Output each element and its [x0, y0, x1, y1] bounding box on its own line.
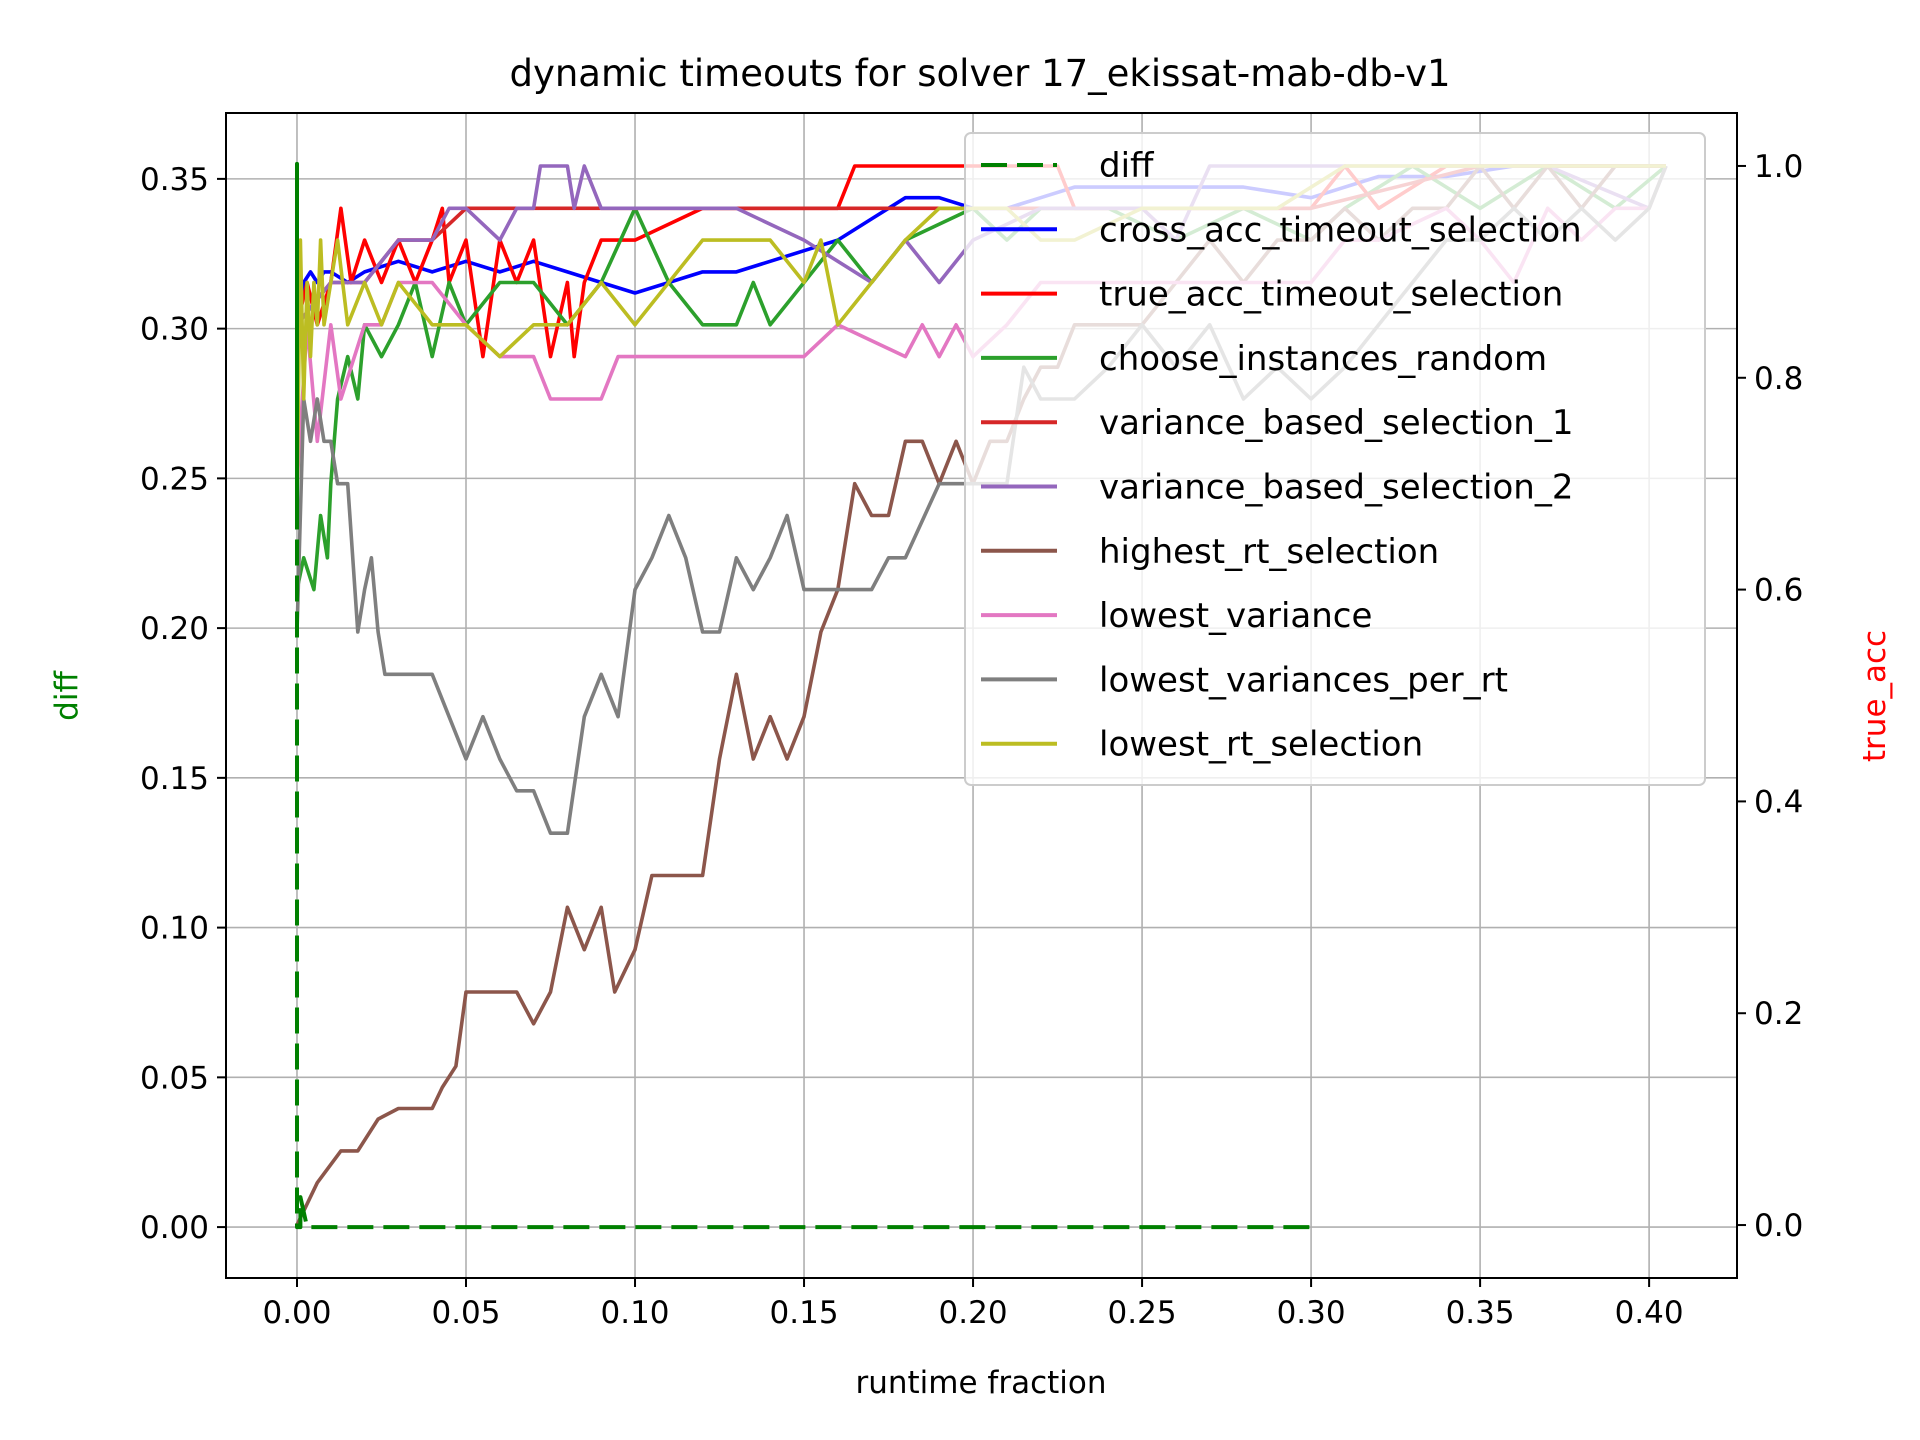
x-tick-label: 0.15 — [770, 1295, 839, 1331]
x-axis-title: runtime fraction — [855, 1365, 1106, 1401]
legend-label: cross_acc_timeout_selection — [1099, 210, 1582, 250]
chart-title: dynamic timeouts for solver 17_ekissat-m… — [509, 52, 1450, 95]
legend-label: variance_based_selection_2 — [1099, 468, 1573, 508]
x-tick-label: 0.40 — [1615, 1295, 1684, 1331]
legend-label: lowest_variances_per_rt — [1099, 660, 1508, 700]
y-right-tick-label: 0.2 — [1754, 996, 1803, 1032]
axes-frame — [225, 112, 1738, 1279]
series-line-diff — [295, 161, 1312, 1230]
y-left-tick-label: 0.05 — [140, 1060, 209, 1096]
y-left-tick-label: 0.10 — [140, 911, 209, 947]
y-axis-left-title: diff — [49, 671, 85, 721]
y-left-tick-label: 0.35 — [140, 162, 209, 198]
y-right-tick-label: 0.8 — [1754, 361, 1803, 397]
y-left-tick-label: 0.15 — [140, 761, 209, 797]
y-axis-left: 0.00 0.05 0.10 0.15 0.20 0.25 0.30 0.35 — [140, 162, 226, 1246]
y-right-tick-label: 0.4 — [1754, 784, 1803, 820]
x-tick-label: 0.35 — [1446, 1295, 1515, 1331]
legend-label: diff — [1099, 146, 1155, 186]
legend-label: lowest_variance — [1099, 596, 1372, 636]
y-axis-right: 0.0 0.2 0.4 0.6 0.8 1.0 — [1737, 149, 1803, 1244]
legend-label: variance_based_selection_1 — [1099, 403, 1573, 443]
legend-label: highest_rt_selection — [1099, 532, 1439, 572]
x-tick-label: 0.20 — [939, 1295, 1008, 1331]
y-right-tick-label: 0.0 — [1754, 1208, 1803, 1244]
y-left-tick-label: 0.20 — [140, 611, 209, 647]
legend-label: choose_instances_random — [1099, 339, 1547, 379]
legend-label: lowest_rt_selection — [1099, 725, 1423, 765]
x-tick-label: 0.30 — [1277, 1295, 1346, 1331]
x-axis: 0.00 0.05 0.10 0.15 0.20 0.25 0.30 0.35 0.40 — [262, 1278, 1684, 1331]
x-tick-label: 0.00 — [262, 1295, 331, 1331]
y-left-tick-label: 0.00 — [140, 1210, 209, 1246]
legend: diff cross_acc_timeout_selection true_acc_… — [964, 132, 1706, 786]
y-left-tick-label: 0.25 — [140, 461, 209, 497]
legend-label: true_acc_timeout_selection — [1099, 275, 1563, 315]
x-tick-label: 0.25 — [1108, 1295, 1177, 1331]
y-right-tick-label: 1.0 — [1754, 149, 1803, 185]
y-left-tick-label: 0.30 — [140, 312, 209, 348]
x-tick-label: 0.10 — [601, 1295, 670, 1331]
y-right-tick-label: 0.6 — [1754, 573, 1803, 609]
legend-box — [964, 132, 1706, 786]
x-tick-label: 0.05 — [431, 1295, 500, 1331]
y-axis-right-title: true_acc — [1857, 630, 1893, 762]
